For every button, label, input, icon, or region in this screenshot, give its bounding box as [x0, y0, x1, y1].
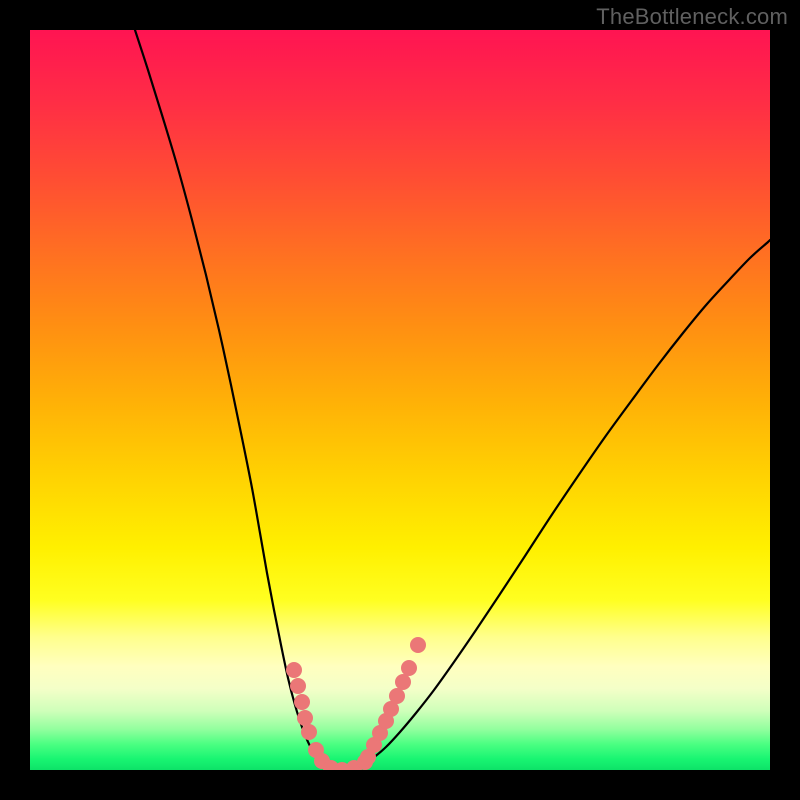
marker-dot: [286, 662, 302, 678]
right-branch-band: [360, 660, 417, 765]
marker-dot: [389, 688, 405, 704]
bottleneck-curve: [135, 30, 770, 770]
watermark-text: TheBottleneck.com: [596, 4, 788, 30]
right-outlier-dot: [410, 637, 426, 653]
marker-dot: [297, 710, 313, 726]
curve-layer: [30, 30, 770, 770]
marker-dot: [410, 637, 426, 653]
plot-area: [30, 30, 770, 770]
marker-dot: [395, 674, 411, 690]
marker-dot: [301, 724, 317, 740]
marker-dot: [294, 694, 310, 710]
marker-dot: [290, 678, 306, 694]
marker-dot: [401, 660, 417, 676]
chart-frame: TheBottleneck.com: [0, 0, 800, 800]
